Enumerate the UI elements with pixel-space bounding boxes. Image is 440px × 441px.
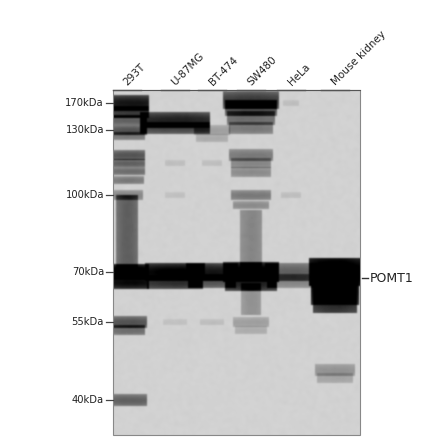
Text: POMT1: POMT1: [370, 272, 414, 284]
Bar: [113, 90, 360, 435]
Text: 55kDa: 55kDa: [72, 317, 104, 327]
Text: SW480: SW480: [246, 54, 279, 87]
Text: 170kDa: 170kDa: [66, 98, 104, 108]
Text: 40kDa: 40kDa: [72, 395, 104, 405]
Text: HeLa: HeLa: [286, 61, 312, 87]
Text: Mouse kidney: Mouse kidney: [330, 29, 388, 87]
Text: U-87MG: U-87MG: [170, 51, 206, 87]
Text: BT-474: BT-474: [207, 55, 239, 87]
Text: 70kDa: 70kDa: [72, 267, 104, 277]
Text: 293T: 293T: [122, 61, 147, 87]
Text: 130kDa: 130kDa: [66, 125, 104, 135]
Text: 100kDa: 100kDa: [66, 190, 104, 200]
